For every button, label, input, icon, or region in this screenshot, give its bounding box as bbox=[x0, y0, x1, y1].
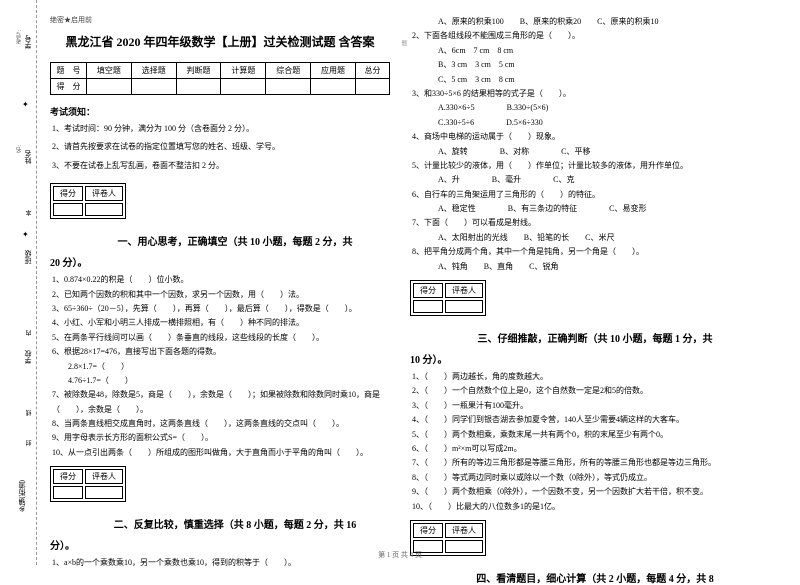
star-mark-1: ✦ bbox=[22, 100, 29, 109]
section4-title: 四、看清题目，细心计算（共 2 小题，每题 4 分，共 8 bbox=[410, 570, 750, 585]
r-q3: 3、和330÷5×6 的结果相等的式子是（ ）。 bbox=[410, 87, 750, 101]
side-label-school: 学校 bbox=[23, 350, 33, 364]
s3-q3: 3、（ ）一瓶果汁有100毫升。 bbox=[410, 399, 750, 413]
th-judge: 判断题 bbox=[176, 63, 221, 79]
r-q6: 6、自行车的三角架运用了三角形的（ ）的特征。 bbox=[410, 188, 750, 202]
r-q2a: A、6cm 7 cm 8 cm bbox=[410, 44, 750, 58]
r-q4: 4、商场中电梯的运动属于（ ）现象。 bbox=[410, 130, 750, 144]
notice-title: 考试须知： bbox=[50, 105, 390, 118]
s1-q10: 10、从一点引出两条（ ）所组成的图形叫做角，大于直角而小于平角的角叫（ ）。 bbox=[50, 446, 390, 460]
th-app: 应用题 bbox=[311, 63, 356, 79]
score-box-3: 得分评卷人 bbox=[410, 280, 486, 316]
right-column: A、原来的积乘100 B、原来的积乘20 C、原来的积乘10 2、下面各组线段不… bbox=[400, 15, 760, 555]
side-label-id: 学号 bbox=[23, 35, 33, 49]
td-score: 得 分 bbox=[51, 79, 87, 95]
cut-label-2: 内 bbox=[25, 330, 34, 336]
s1-q8: 8、当两条直线相交成直角时，这两条直线（ ），这两条直线的交点叫（ ）。 bbox=[50, 417, 390, 431]
s1-q6a: 2.8×1.7=（ ） bbox=[50, 360, 390, 374]
r-q8opt: A、钝角 B、直角 C、锐角 bbox=[410, 260, 750, 274]
secrecy-mark: 绝密★启用前 bbox=[50, 15, 390, 25]
s1-q9: 9、用字母表示长方形的面积公式S=（ ）。 bbox=[50, 431, 390, 445]
section3-sub: 10 分）。 bbox=[410, 351, 750, 366]
s1-q1: 1、0.874×0.22的积是（ ）位小数。 bbox=[50, 273, 390, 287]
side-label-name: 姓名 bbox=[23, 150, 33, 164]
vert-mark: 题 bbox=[399, 40, 408, 46]
r-q6opt: A、稳定性 B、有三条边的特征 C、易变形 bbox=[410, 202, 750, 216]
r-q8: 8、把平角分成两个角，其中一个角是钝角，另一个角是（ ）。 bbox=[410, 245, 750, 259]
r-q1opt: A、原来的积乘100 B、原来的积乘20 C、原来的积乘10 bbox=[410, 15, 750, 29]
r-q7opt: A、太阳射出的光线 B、铅笔的长 C、米尺 bbox=[410, 231, 750, 245]
r-q5opt: A、升 B、毫升 C、克 bbox=[410, 173, 750, 187]
th-choice: 选择题 bbox=[131, 63, 176, 79]
notice-2: 2、请首先按要求在试卷的指定位置填写您的姓名、班级、学号。 bbox=[50, 140, 390, 154]
side-label-town: 乡镇(街道) bbox=[17, 480, 27, 513]
s3-q9: 9、（ ）两个数相乘（0除外），一个因数不变，另一个因数扩大若干倍，积不变。 bbox=[410, 485, 750, 499]
th-fill: 填空题 bbox=[87, 63, 132, 79]
s3-q4: 4、（ ）同学们到银杏湖去参加夏令营，140人至少需要4辆这样的大客车。 bbox=[410, 413, 750, 427]
r-q3b: C.330÷5÷6 D.5×6÷330 bbox=[410, 116, 750, 130]
side-label-class: 班级 bbox=[23, 250, 33, 264]
binding-sidebar: 学号 考号: 姓名 名: 班级 学校 乡镇(街道) bbox=[15, 0, 37, 565]
s1-q4: 4、小红、小军和小明三人排成一横排照相，有（ ）种不同的排法。 bbox=[50, 316, 390, 330]
s3-q5: 5、（ ）两个数相乘，乘数末尾一共有两个0，积的末尾至少有两个0。 bbox=[410, 428, 750, 442]
s3-q6: 6、（ ）m²×m可以写成2m。 bbox=[410, 442, 750, 456]
s3-q2: 2、（ ）一个自然数个位上是0，这个自然数一定是2和5的倍数。 bbox=[410, 384, 750, 398]
section1-sub: 20 分）。 bbox=[50, 254, 390, 269]
s1-q6b: 4.76÷1.7=（ ） bbox=[50, 374, 390, 388]
notice-3: 3、不要在试卷上乱写乱画，卷面不整洁扣 2 分。 bbox=[50, 159, 390, 173]
side-small-2: 名: bbox=[15, 145, 24, 153]
r-q7: 7、下面（ ）可以看成是射线。 bbox=[410, 216, 750, 230]
r-q3a: A.330×6÷5 B.330÷(5×6) bbox=[410, 101, 750, 115]
th-total: 总分 bbox=[355, 63, 389, 79]
th-calc: 计算题 bbox=[221, 63, 266, 79]
score-box-2: 得分评卷人 bbox=[50, 466, 126, 502]
s3-q1: 1、（ ）两边越长，角的度数越大。 bbox=[410, 370, 750, 384]
side-small-1: 考号: bbox=[15, 30, 24, 44]
r-q2b: B、3 cm 3 cm 5 cm bbox=[410, 58, 750, 72]
r-q5: 5、计量比较少的液体，用（ ）作单位；计量比较多的液体，用升作单位。 bbox=[410, 159, 750, 173]
s1-q2: 2、已知两个因数的积和其中一个因数，求另一个因数，用（ ）法。 bbox=[50, 288, 390, 302]
s3-q8: 8、（ ）等式两边同时乘以或除以一个数（0除外），等式仍成立。 bbox=[410, 471, 750, 485]
score-summary-table: 题 号 填空题 选择题 判断题 计算题 综合题 应用题 总分 得 分 bbox=[50, 62, 390, 95]
section2-title: 二、反复比较，慎重选择（共 8 小题，每题 2 分，共 16 bbox=[50, 516, 390, 531]
section1-title: 一、用心思考，正确填空（共 10 小题，每题 2 分，共 bbox=[50, 233, 390, 248]
page-footer: 第 1 页 共 4 页 bbox=[0, 550, 800, 560]
cut-label-4: 封 bbox=[25, 440, 34, 446]
cut-label-1: 本 bbox=[25, 210, 34, 216]
s3-q7: 7、（ ）所有的等边三角形都是等腰三角形，所有的等腰三角形也都是等边三角形。 bbox=[410, 456, 750, 470]
s3-q10: 10、（ ）比最大的八位数多1的是1亿。 bbox=[410, 500, 750, 514]
left-column: 绝密★启用前 黑龙江省 2020 年四年级数学【上册】过关检测试题 含答案 题 … bbox=[40, 15, 400, 555]
r-q4opt: A、旋转 B、对称 C、平移 bbox=[410, 145, 750, 159]
s1-q6: 6、根据28×17=476，直接写出下面各题的得数。 bbox=[50, 345, 390, 359]
s1-q3: 3、65÷360÷（20－5），先算（ ），再算（ ），最后算（ ），得数是（ … bbox=[50, 302, 390, 316]
cut-label-3: 线 bbox=[25, 410, 34, 416]
r-q2: 2、下面各组线段不能围成三角形的是（ ）。 bbox=[410, 29, 750, 43]
score-box-1: 得分评卷人 bbox=[50, 183, 126, 219]
notice-1: 1、考试时间：90 分钟，满分为 100 分（含卷面分 2 分）。 bbox=[50, 122, 390, 136]
star-mark-2: ✦ bbox=[22, 230, 29, 239]
r-q2c: C、5 cm 3 cm 8 cm bbox=[410, 73, 750, 87]
exam-title: 黑龙江省 2020 年四年级数学【上册】过关检测试题 含答案 bbox=[50, 33, 390, 50]
section3-title: 三、仔细推敲，正确判断（共 10 小题，每题 1 分，共 bbox=[410, 330, 750, 345]
s1-q7: 7、被除数是48，除数是5，商是（ ），余数是（ ）；如果被除数和除数同时乘10… bbox=[50, 388, 390, 417]
s1-q5: 5、在两条平行线间可以画（ ）条垂直的线段，这些线段的长度（ ）。 bbox=[50, 331, 390, 345]
th-comp: 综合题 bbox=[266, 63, 311, 79]
th-num: 题 号 bbox=[51, 63, 87, 79]
